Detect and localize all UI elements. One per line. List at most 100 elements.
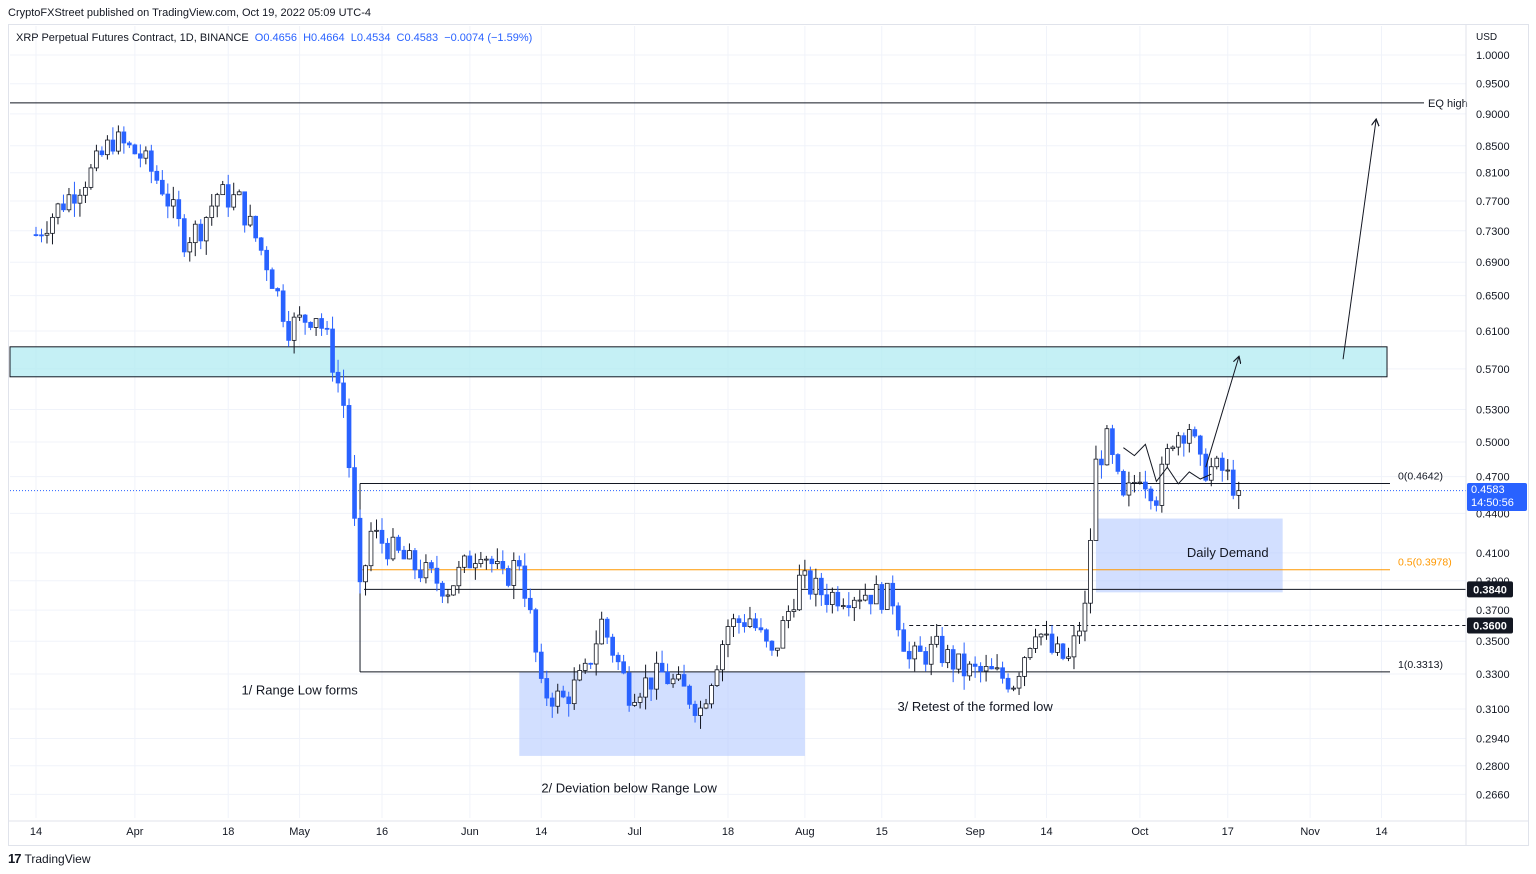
- candle: [1088, 528, 1093, 614]
- candle: [72, 181, 77, 217]
- candle: [286, 310, 291, 347]
- candle: [1016, 672, 1022, 695]
- candle-body: [1022, 657, 1027, 677]
- eq-high-label: EQ high: [1428, 98, 1468, 110]
- candle: [203, 216, 209, 255]
- candle-body: [418, 569, 423, 579]
- time-tick-label: Jul: [628, 826, 642, 838]
- candle: [840, 598, 846, 610]
- candle: [473, 553, 478, 580]
- high-value: H0.4664: [303, 32, 345, 44]
- candle: [846, 592, 852, 617]
- tradingview-logo[interactable]: 17 TradingView: [8, 851, 91, 866]
- candle-body: [961, 653, 967, 677]
- candle: [1181, 432, 1187, 457]
- candle: [725, 619, 731, 658]
- candle: [1077, 621, 1082, 644]
- candle: [132, 143, 138, 155]
- candle: [571, 667, 577, 710]
- price-tick-label: 0.3100: [1476, 704, 1510, 716]
- candle: [1082, 590, 1088, 642]
- candle-body: [797, 574, 802, 611]
- candle: [687, 684, 692, 709]
- candle: [527, 588, 533, 614]
- candle: [44, 221, 50, 244]
- candle: [566, 691, 572, 717]
- time-tick-label: 17: [1222, 826, 1234, 838]
- candle: [1186, 423, 1192, 453]
- candle: [615, 652, 621, 670]
- symbol-info: XRP Perpetual Futures Contract, 1D, BINA…: [16, 32, 535, 44]
- candle-body: [357, 517, 363, 583]
- candle-body: [1115, 454, 1121, 472]
- candle: [39, 228, 44, 243]
- candle-body: [538, 651, 544, 679]
- candle-body: [1104, 428, 1110, 466]
- candle: [961, 642, 967, 690]
- candle: [1154, 496, 1159, 512]
- candle-body: [972, 663, 978, 667]
- candle: [77, 189, 83, 217]
- candle: [1121, 469, 1126, 497]
- candle: [884, 582, 890, 610]
- candle: [209, 194, 215, 226]
- candle-body: [1126, 482, 1132, 496]
- candle-body: [681, 674, 687, 687]
- candle-body: [725, 626, 731, 646]
- candle-body: [555, 690, 561, 707]
- candle-body: [928, 643, 934, 665]
- price-tick-label: 0.3700: [1476, 605, 1510, 617]
- candle-body: [692, 703, 698, 716]
- candle: [648, 677, 654, 702]
- candle-body: [643, 677, 648, 698]
- candle: [1099, 450, 1104, 479]
- candle: [330, 316, 335, 382]
- candle-body: [1071, 635, 1077, 658]
- candle-body: [50, 216, 55, 234]
- price-tick-label: 0.7700: [1476, 196, 1510, 208]
- brand-label: TradingView: [24, 851, 91, 866]
- candle: [319, 313, 324, 336]
- candle-body: [950, 649, 956, 670]
- candle-body: [851, 599, 857, 609]
- candle-body: [308, 321, 313, 328]
- candle-body: [121, 131, 127, 144]
- candle-body: [489, 558, 495, 565]
- candle-body: [939, 635, 945, 664]
- annotation-2: 2/ Deviation below Range Low: [541, 780, 717, 795]
- candle-body: [879, 584, 885, 610]
- candle-body: [159, 179, 165, 195]
- candle-body: [231, 194, 237, 208]
- candle-body: [802, 570, 808, 576]
- time-tick-label: Jun: [461, 826, 479, 838]
- candle-body: [462, 555, 467, 568]
- time-tick-label: 15: [876, 826, 888, 838]
- marked-level-tag: 0.3840: [1467, 581, 1513, 598]
- candle: [1176, 431, 1181, 456]
- candle-body: [1197, 435, 1203, 455]
- candle-body: [1159, 463, 1165, 506]
- candle-body: [440, 582, 445, 597]
- candle-body: [983, 666, 989, 672]
- candle-body: [269, 269, 275, 289]
- candle-body: [94, 150, 99, 169]
- candle: [242, 191, 248, 233]
- target-arrow-eq-high: [1342, 120, 1376, 360]
- candle: [264, 246, 269, 281]
- candle-body: [335, 371, 341, 384]
- candle-body: [862, 594, 868, 601]
- candle: [692, 700, 698, 723]
- open-value: O0.4656: [254, 32, 297, 44]
- price-tick-label: 0.4100: [1476, 548, 1510, 560]
- candle: [544, 670, 550, 707]
- chart-frame[interactable]: [8, 24, 1529, 846]
- candle-body: [610, 636, 615, 656]
- candle-body: [1110, 428, 1115, 455]
- candle-body: [1088, 540, 1093, 604]
- candle: [945, 644, 950, 669]
- candle-body: [670, 678, 676, 685]
- candle: [467, 550, 473, 569]
- candle: [407, 543, 412, 560]
- candle: [972, 656, 978, 678]
